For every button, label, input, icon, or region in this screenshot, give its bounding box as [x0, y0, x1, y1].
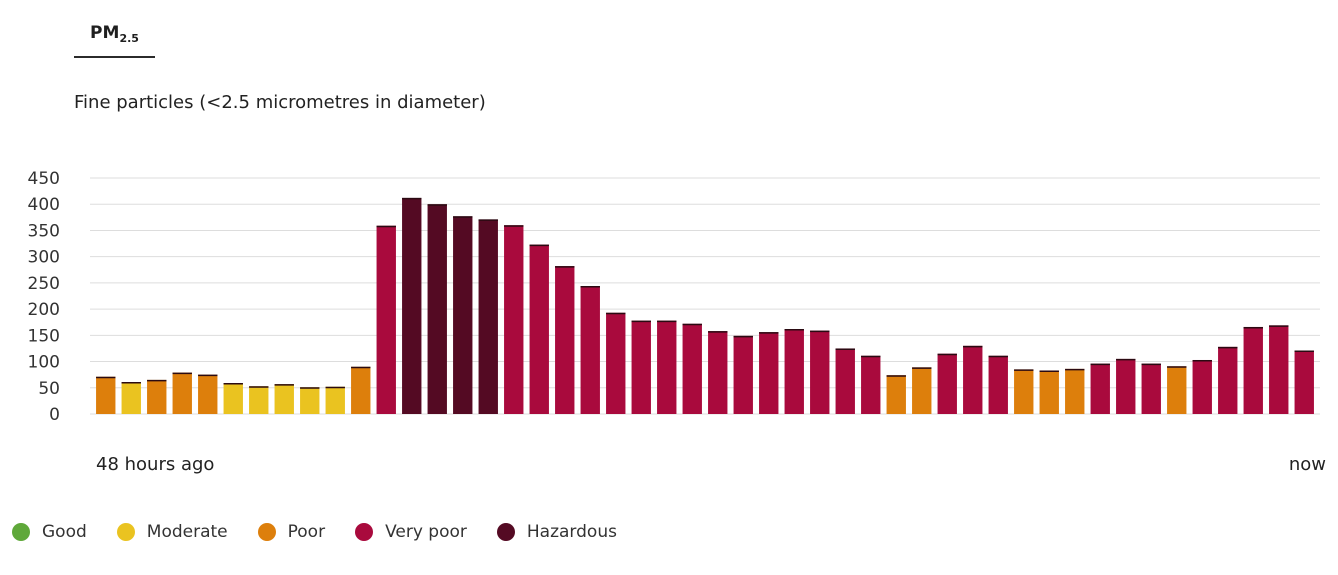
legend-item-good: Good — [12, 522, 87, 542]
bar — [453, 216, 473, 414]
legend-swatch — [355, 523, 374, 541]
bar — [1141, 363, 1161, 414]
bar — [555, 266, 575, 414]
legend-item-poor: Poor — [257, 522, 326, 542]
bar — [376, 225, 396, 414]
bar — [835, 348, 855, 414]
legend-swatch — [12, 523, 30, 541]
bar — [504, 225, 524, 414]
y-tick-label: 150 — [28, 326, 60, 346]
bar — [988, 355, 1008, 414]
bar — [1269, 325, 1289, 414]
chart-subtitle: Fine particles (<2.5 micrometres in diam… — [74, 92, 486, 113]
bar — [427, 204, 447, 414]
legend-item-hazardous: Hazardous — [496, 522, 617, 542]
bar — [1218, 346, 1238, 414]
bar — [172, 372, 192, 414]
legend-label: Good — [42, 522, 87, 542]
bar — [784, 329, 804, 414]
legend-label: Poor — [287, 522, 326, 542]
bar — [937, 353, 957, 414]
bar — [963, 345, 983, 414]
legend-item-very-poor: Very poor — [355, 522, 467, 542]
bar — [759, 332, 779, 414]
y-tick-label: 50 — [38, 379, 60, 399]
bar — [1014, 369, 1034, 414]
chart-legend: Good Moderate Poor Very poor Hazardous — [12, 522, 647, 542]
bar — [1192, 359, 1212, 414]
tab-pm25-subscript: 2.5 — [119, 32, 139, 46]
y-tick-label: 450 — [28, 169, 60, 189]
legend-swatch — [257, 523, 276, 541]
legend-swatch — [496, 523, 515, 541]
bar — [682, 323, 702, 414]
bar — [198, 374, 218, 414]
bar — [529, 244, 549, 414]
bar — [96, 376, 116, 414]
bar — [733, 335, 753, 414]
bar — [1090, 363, 1110, 414]
bar — [300, 387, 320, 414]
legend-item-moderate: Moderate — [116, 522, 228, 542]
bar — [121, 382, 141, 414]
bar — [1065, 368, 1085, 414]
bar — [606, 312, 626, 414]
tab-pm25[interactable]: PM2.5 — [74, 18, 155, 58]
bar — [708, 331, 728, 414]
bar — [810, 330, 830, 414]
x-end-label: now — [1289, 454, 1326, 475]
legend-label: Very poor — [385, 522, 467, 542]
bar — [657, 320, 677, 414]
bar — [1243, 326, 1263, 414]
bar — [351, 366, 371, 414]
bar — [402, 197, 422, 414]
bar — [912, 367, 932, 414]
bar — [1167, 366, 1187, 414]
bar — [274, 384, 294, 414]
tab-pm25-label: PM — [90, 23, 120, 43]
bar — [580, 286, 600, 414]
y-tick-label: 350 — [28, 221, 60, 241]
y-tick-label: 400 — [28, 195, 60, 215]
legend-swatch — [116, 523, 135, 541]
legend-label: Hazardous — [526, 522, 617, 542]
y-tick-label: 300 — [28, 248, 60, 268]
y-tick-label: 200 — [28, 300, 60, 320]
bar — [1294, 350, 1314, 414]
bar — [223, 383, 243, 414]
bar — [147, 379, 167, 414]
legend-label: Moderate — [146, 522, 228, 542]
bar — [1039, 370, 1059, 414]
x-start-label: 48 hours ago — [96, 454, 214, 475]
y-tick-label: 250 — [28, 274, 60, 294]
pm25-bar-chart: 0 50 100 150 200 250 300 350 400 450 48 hours ago n… — [28, 169, 1326, 475]
bar — [1116, 358, 1136, 414]
bar — [861, 355, 881, 414]
bar — [631, 320, 651, 414]
bar — [249, 386, 269, 414]
y-tick-label: 100 — [28, 353, 60, 373]
y-tick-label: 0 — [49, 405, 60, 425]
bar — [886, 375, 906, 414]
bar — [478, 219, 498, 414]
bar — [325, 386, 345, 414]
